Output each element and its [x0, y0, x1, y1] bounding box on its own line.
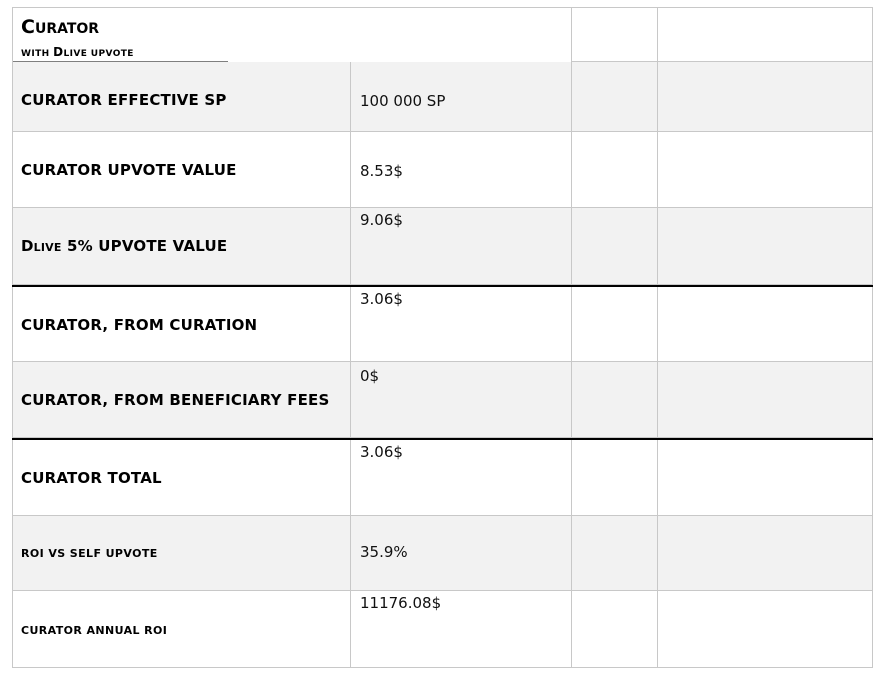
table-row: CURATOR UPVOTE VALUE 8.53$	[12, 132, 873, 208]
table-subtitle: WITH DLIVE UPVOTE	[21, 45, 134, 59]
row-value: 3.06$	[360, 290, 403, 308]
row-label-cell[interactable]: CURATOR, FROM BENEFICIARY FEES	[12, 362, 351, 438]
empty-cell[interactable]	[658, 208, 873, 285]
row-value-cell[interactable]: 3.06$	[351, 287, 572, 362]
row-label-cell[interactable]: ROI VS SELF UPVOTE	[12, 516, 351, 591]
row-label-cell[interactable]: DLIVE 5% UPVOTE VALUE	[12, 208, 351, 285]
row-label: CURATOR, FROM BENEFICIARY FEES	[21, 391, 330, 409]
empty-cell[interactable]	[572, 591, 658, 668]
empty-cell[interactable]	[658, 7, 873, 62]
row-label-cell[interactable]: CURATOR UPVOTE VALUE	[12, 132, 351, 208]
empty-cell[interactable]	[658, 516, 873, 591]
row-value-cell[interactable]: 11176.08$	[351, 591, 572, 668]
empty-cell[interactable]	[572, 7, 658, 62]
row-value: 11176.08$	[360, 594, 442, 612]
empty-cell[interactable]	[572, 208, 658, 285]
row-value-cell[interactable]: 100 000 SP	[351, 62, 572, 132]
empty-cell[interactable]	[658, 287, 873, 362]
row-label-cell[interactable]: CURATOR, FROM CURATION	[12, 287, 351, 362]
row-label: CURATOR UPVOTE VALUE	[21, 161, 237, 179]
empty-cell[interactable]	[658, 440, 873, 516]
empty-cell[interactable]	[572, 287, 658, 362]
empty-cell[interactable]	[658, 132, 873, 208]
row-label: CURATOR ANNUAL ROI	[21, 624, 168, 637]
empty-cell[interactable]	[658, 362, 873, 438]
row-label: CURATOR, FROM CURATION	[21, 316, 258, 334]
empty-cell[interactable]	[572, 362, 658, 438]
row-value: 3.06$	[360, 443, 403, 461]
row-value-cell[interactable]: 35.9%	[351, 516, 572, 591]
curator-table: CURATOR WITH DLIVE UPVOTE CURATOR EFFECT…	[12, 7, 873, 668]
empty-cell[interactable]	[658, 591, 873, 668]
table-row: CURATOR TOTAL 3.06$	[12, 438, 873, 516]
row-label: DLIVE 5% UPVOTE VALUE	[21, 237, 228, 255]
empty-cell[interactable]	[572, 516, 658, 591]
row-label-cell[interactable]: CURATOR ANNUAL ROI	[12, 591, 351, 668]
table-row: CURATOR ANNUAL ROI 11176.08$	[12, 591, 873, 668]
row-label-cell[interactable]: CURATOR EFFECTIVE SP	[12, 62, 351, 132]
row-value-cell[interactable]: 3.06$	[351, 440, 572, 516]
row-value: 35.9%	[360, 543, 408, 561]
row-label: CURATOR EFFECTIVE SP	[21, 91, 227, 109]
header-cell[interactable]: CURATOR WITH DLIVE UPVOTE	[12, 7, 572, 62]
row-value-cell[interactable]: 9.06$	[351, 208, 572, 285]
table-title: CURATOR	[21, 16, 100, 38]
table-row: CURATOR, FROM CURATION 3.06$	[12, 285, 873, 362]
row-label: CURATOR TOTAL	[21, 469, 162, 487]
empty-cell[interactable]	[572, 62, 658, 132]
table-row: DLIVE 5% UPVOTE VALUE 9.06$	[12, 208, 873, 285]
row-value: 0$	[360, 367, 380, 385]
table-row: CURATOR, FROM BENEFICIARY FEES 0$	[12, 362, 873, 438]
table-row: CURATOR EFFECTIVE SP 100 000 SP	[12, 62, 873, 132]
header-underline	[13, 61, 228, 62]
table-header-row: CURATOR WITH DLIVE UPVOTE	[12, 7, 873, 62]
empty-cell[interactable]	[572, 132, 658, 208]
row-value-cell[interactable]: 0$	[351, 362, 572, 438]
empty-cell[interactable]	[572, 440, 658, 516]
row-value: 9.06$	[360, 211, 403, 229]
table-row: ROI VS SELF UPVOTE 35.9%	[12, 516, 873, 591]
row-value: 100 000 SP	[360, 92, 446, 110]
row-label-cell[interactable]: CURATOR TOTAL	[12, 440, 351, 516]
row-label: ROI VS SELF UPVOTE	[21, 547, 158, 560]
row-value-cell[interactable]: 8.53$	[351, 132, 572, 208]
row-value: 8.53$	[360, 162, 403, 180]
empty-cell[interactable]	[658, 62, 873, 132]
